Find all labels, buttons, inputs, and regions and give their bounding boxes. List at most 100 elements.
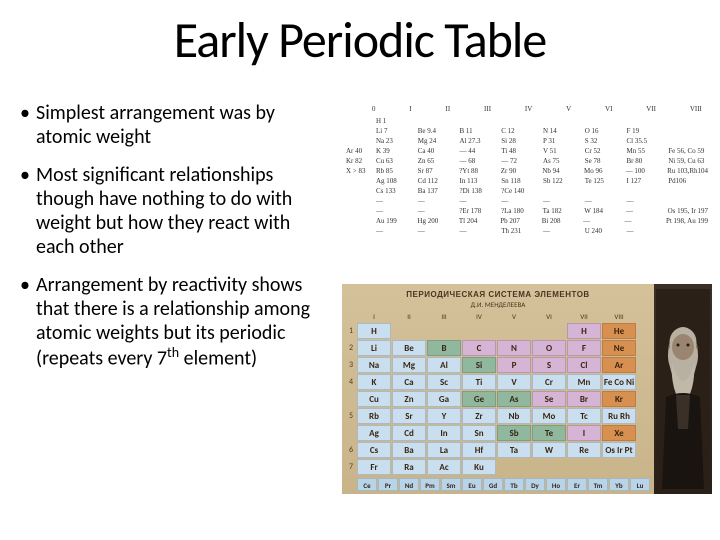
early-table-cell (668, 137, 708, 145)
period-row: 5RbSrYZrNbMoTcRu Rh Pd (346, 408, 650, 424)
early-table-cell: K 39 (376, 147, 416, 155)
early-table-cell: Fe 56, Co 59 (668, 147, 708, 155)
early-table-cell (627, 117, 667, 125)
mendeleev-early-table: 0IIIIIIIVVVIVIIVIII H 1Li 7Be 9.4B 11C 1… (342, 101, 712, 276)
early-table-cell: S 32 (585, 137, 625, 145)
early-table-header: VIII (690, 105, 702, 113)
period-row: CuZnGaGeAsSeBrKr (346, 391, 650, 407)
early-table-cell: U 240 (585, 227, 625, 235)
element-cell: Al (427, 357, 461, 373)
lanthanide-cell: Tb (504, 478, 524, 491)
early-table-cell (346, 127, 374, 135)
early-table-header: I (409, 105, 411, 113)
early-table-cell (346, 217, 374, 225)
early-table-cell (346, 207, 374, 215)
element-cell: Ne (602, 340, 636, 356)
early-table-cell: — 72 (501, 157, 541, 165)
element-cell: V (497, 374, 531, 390)
element-cell: Ge (462, 391, 496, 407)
element-cell: Cu (357, 391, 391, 407)
early-table-cell: Mo 96 (584, 167, 624, 175)
early-table-cell: — (543, 227, 583, 235)
group-header: IV (462, 312, 496, 322)
early-table-cell: Ag 108 (376, 177, 416, 185)
element-cell: Cl (567, 357, 601, 373)
element-cell: S (532, 357, 566, 373)
early-table-cell: Pd106 (668, 177, 708, 185)
element-cell: He (602, 323, 636, 339)
early-table-cell (585, 117, 625, 125)
slide: Early Periodic Table Simplest arrangemen… (0, 0, 720, 540)
early-table-cell: Ti 48 (501, 147, 541, 155)
early-table-cell: Cl 35.5 (627, 137, 667, 145)
early-table-cell (501, 117, 541, 125)
element-cell: B (427, 340, 461, 356)
lanthanide-cell: Sm (441, 478, 461, 491)
early-table-row: Ar 40K 39Ca 40— 44Ti 48V 51Cr 52Mn 55Fe … (344, 146, 710, 156)
element-cell: O (532, 340, 566, 356)
early-table-cell: — (626, 207, 666, 215)
early-table-cell: Os 195, Ir 197 (668, 207, 708, 215)
early-table-cell: Br 80 (627, 157, 667, 165)
early-table-cell: ?Di 138 (460, 187, 500, 195)
period-number: 5 (346, 408, 356, 424)
element-cell: Fe Co Ni (602, 374, 636, 390)
mendeleev-portrait (654, 284, 712, 494)
early-table-cell: Be 9.4 (418, 127, 458, 135)
element-cell: W (532, 442, 566, 458)
lanthanide-cell: Pr (378, 478, 398, 491)
early-table-cell: Zn 65 (418, 157, 458, 165)
early-table-cell (346, 187, 374, 195)
lanthanide-cell: Yb (609, 478, 629, 491)
lanthanide-cell: Lu (630, 478, 650, 491)
early-table-cell (668, 227, 708, 235)
color-table-subtitle: Д.И. МЕНДЕЛЕЕВА (346, 300, 650, 312)
element-cell: Cr (532, 374, 566, 390)
early-table-cell: Kr 82 (346, 157, 374, 165)
early-table-cell: Cr 52 (585, 147, 625, 155)
early-table-cell: Sn 118 (501, 177, 541, 185)
early-table-row: Li 7Be 9.4B 11C 12N 14O 16F 19 (344, 126, 710, 136)
element-cell: Re (567, 442, 601, 458)
element-cell: Ac (427, 459, 461, 475)
lanthanide-cell: Ce (357, 478, 377, 491)
element-cell: Ar (602, 357, 636, 373)
element-cell: Li (357, 340, 391, 356)
early-table-cell: — (460, 227, 500, 235)
element-cell: Mn (567, 374, 601, 390)
early-table-cell: ?Ce 140 (501, 187, 541, 195)
element-cell: Ta (497, 442, 531, 458)
early-table-row: Au 199Hg 200Tl 204Pb 207Bi 208——Pt 198, … (344, 216, 710, 226)
element-cell: Ku (462, 459, 496, 475)
early-table-cell: — 44 (460, 147, 500, 155)
early-table-cell (346, 227, 374, 235)
early-table-cell: — (543, 197, 583, 205)
early-table-header: VII (646, 105, 656, 113)
element-cell: Sb (497, 425, 531, 441)
early-table-row: ——?Er 178?La 180Ta 182W 184—Os 195, Ir 1… (344, 206, 710, 216)
early-table-cell: Th 231 (501, 227, 541, 235)
element-cell: Na (357, 357, 391, 373)
period-number: 6 (346, 442, 356, 458)
early-table-cell: Au 199 (376, 217, 415, 225)
element-cell: Mo (532, 408, 566, 424)
element-cell: Se (532, 391, 566, 407)
lanthanide-cell: Gd (483, 478, 503, 491)
early-table-header: V (566, 105, 571, 113)
early-table-cell: Rb 85 (376, 167, 416, 175)
element-cell (532, 459, 566, 475)
period-number: 4 (346, 374, 356, 390)
early-table-header: 0 (372, 105, 376, 113)
early-table-cell: — 100 (626, 167, 666, 175)
element-cell: Zr (462, 408, 496, 424)
early-table-cell: Sr 87 (418, 167, 458, 175)
element-cell: Ca (392, 374, 426, 390)
early-table-cell: Ca 40 (418, 147, 458, 155)
early-table-row: H 1 (344, 116, 710, 126)
lanthanide-cell: Dy (525, 478, 545, 491)
early-table-cell (543, 187, 583, 195)
element-cell: Ga (427, 391, 461, 407)
early-table-cell: F 19 (627, 127, 667, 135)
early-table-cell (346, 177, 374, 185)
lanthanide-cell: Pm (420, 478, 440, 491)
